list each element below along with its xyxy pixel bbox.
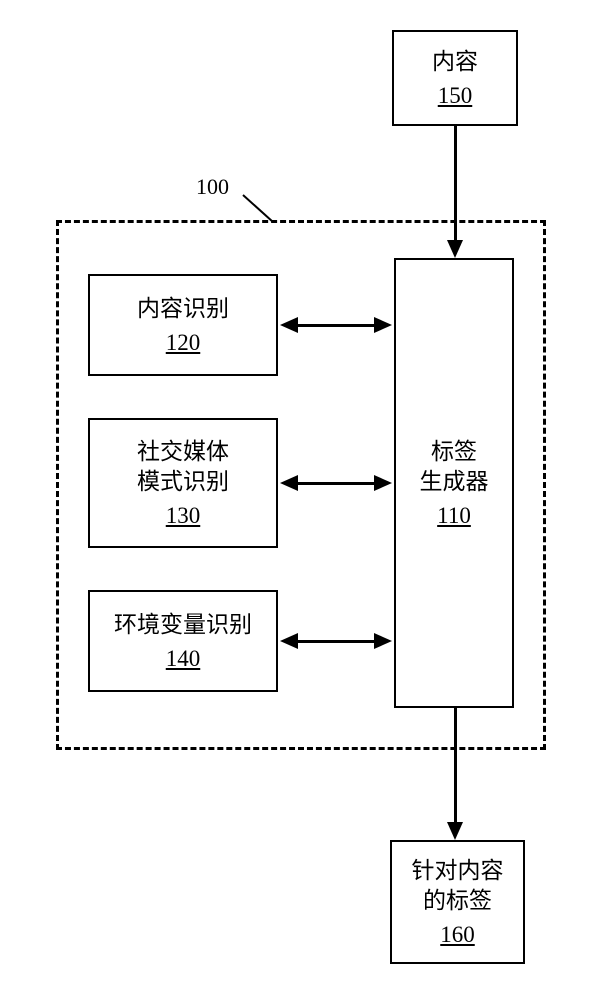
- tag-generator-ref: 110: [437, 503, 471, 529]
- content-tags-ref: 160: [440, 922, 475, 948]
- env-var-recognition-box: 环境变量识别 140: [88, 590, 278, 692]
- arrow-rec3-head-left: [280, 633, 298, 649]
- social-media-ref: 130: [166, 503, 201, 529]
- content-input-ref: 150: [438, 83, 473, 109]
- tag-generator-box: 标签 生成器 110: [394, 258, 514, 708]
- social-media-label2: 模式识别: [137, 467, 229, 497]
- tag-generator-label2: 生成器: [420, 467, 489, 497]
- content-input-label: 内容: [432, 47, 478, 77]
- social-media-label1: 社交媒体: [137, 437, 229, 467]
- arrow-rec1-head-right: [374, 317, 392, 333]
- social-media-recognition-box: 社交媒体 模式识别 130: [88, 418, 278, 548]
- arrow-rec3-head-right: [374, 633, 392, 649]
- system-container-ref: 100: [196, 174, 229, 200]
- env-var-label: 环境变量识别: [114, 610, 252, 640]
- content-tags-label1: 针对内容: [412, 856, 504, 886]
- content-tags-label2: 的标签: [423, 886, 492, 916]
- arrow-rec3-line: [297, 640, 375, 643]
- arrow-rec2-head-left: [280, 475, 298, 491]
- arrow-rec1-head-left: [280, 317, 298, 333]
- arrow-generator-to-output-line: [454, 708, 457, 823]
- content-recognition-box: 内容识别 120: [88, 274, 278, 376]
- content-input-box: 内容 150: [392, 30, 518, 126]
- tag-generator-label1: 标签: [431, 437, 477, 467]
- arrow-rec2-head-right: [374, 475, 392, 491]
- env-var-ref: 140: [166, 646, 201, 672]
- arrow-generator-to-output-head: [447, 822, 463, 840]
- arrow-rec1-line: [297, 324, 375, 327]
- system-container-leader: [242, 194, 273, 222]
- content-tags-output-box: 针对内容 的标签 160: [390, 840, 525, 964]
- content-recognition-ref: 120: [166, 330, 201, 356]
- arrow-rec2-line: [297, 482, 375, 485]
- content-recognition-label: 内容识别: [137, 294, 229, 324]
